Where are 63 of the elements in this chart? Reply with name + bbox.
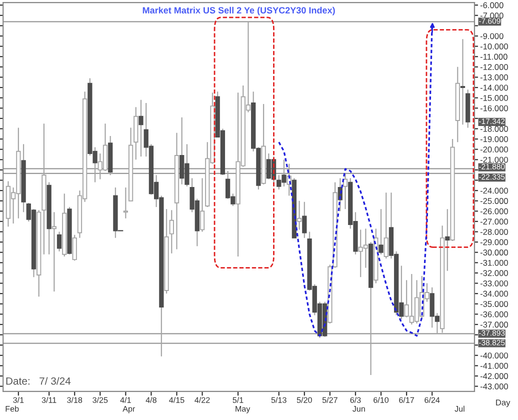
candlestick [72,234,77,262]
x-tick-label: 5/13 [271,396,286,403]
y-tick-label: -19.000 [480,136,508,142]
y-tick-label: -43.000 [480,383,508,390]
x-tick-label: 6/10 [374,396,389,403]
y-tick-label: -32.000 [480,270,508,276]
y-tick-label: -15.000 [480,95,508,101]
y-tick-label: -27.000 [480,218,508,225]
x-tick-label: 5/1 [232,396,244,403]
y-tick-label: -24.000 [480,188,508,194]
candlestick [52,212,56,292]
y-tick-label: -31.000 [480,260,508,266]
x-tick-label: 4/8 [146,396,156,403]
text: Day [496,400,510,408]
y-tick-label: -18.000 [480,126,508,132]
y-tick-label: -16.000 [480,105,508,112]
y-tick-label: -13.000 [480,74,508,80]
y-tick-label: -14.000 [480,84,508,91]
x-tick-label: 6/17 [399,396,414,403]
text: Feb [6,406,19,412]
y-tick-label: -21.000 [480,156,508,163]
candlestick [169,210,174,254]
y-tick-label: -36.000 [480,311,508,318]
y-tick-label: -11.000 [480,54,508,60]
y-tick-label: -42.000 [480,373,508,380]
x-tick-label: 5/27 [322,396,338,403]
annotation: Date: 7/ 3/24 [6,377,71,385]
y-tick-label: -33.000 [480,280,508,286]
x-tick-label: 3/1 [13,396,24,403]
x-tick-label: 3/11 [42,396,56,403]
candlestick [384,192,388,260]
x-tick-label: 6/3 [350,396,361,403]
y-tick-label: -12.000 [480,64,508,70]
y-tick-label: -6.000 [480,2,504,8]
y-tick-label: -35.000 [480,301,508,307]
text: Apr [122,406,136,414]
x-tick-label: 3/25 [92,396,108,403]
y-tick-label: -20.000 [480,146,508,152]
y-tick-label: -41.000 [480,362,508,369]
x-tick-label: 6/24 [424,396,440,403]
y-tick-label: -26.000 [480,208,508,214]
y-tick-label: -40.000 [480,352,508,358]
candlestick [342,174,348,210]
chart-title: Market Matrix US Sell 2 Ye (USYC2Y30 Index) [142,6,335,16]
text: Jun [352,406,365,412]
y-tick-label: -9.000 [480,33,504,40]
x-tick-label: 3/18 [67,396,82,403]
y-tick-label: -30.000 [480,250,508,256]
x-tick-label: 4/1 [120,396,131,403]
x-tick-label: 4/15 [169,396,184,403]
x-tick-label: 5/20 [296,396,312,403]
text: May [236,406,250,414]
y-tick-label: -28.000 [480,228,508,235]
y-tick-label: -29.000 [480,239,508,246]
text: Jul [454,406,464,412]
candlestick [200,178,205,232]
y-tick-label: -34.000 [480,290,508,297]
y-tick-label: -10.000 [480,44,508,50]
y-tick-label: -37.000 [480,322,508,328]
y-tick-label: -25.000 [480,198,508,204]
candlestick [123,186,128,219]
candlestick [296,200,302,230]
x-tick-label: 4/22 [194,396,210,403]
